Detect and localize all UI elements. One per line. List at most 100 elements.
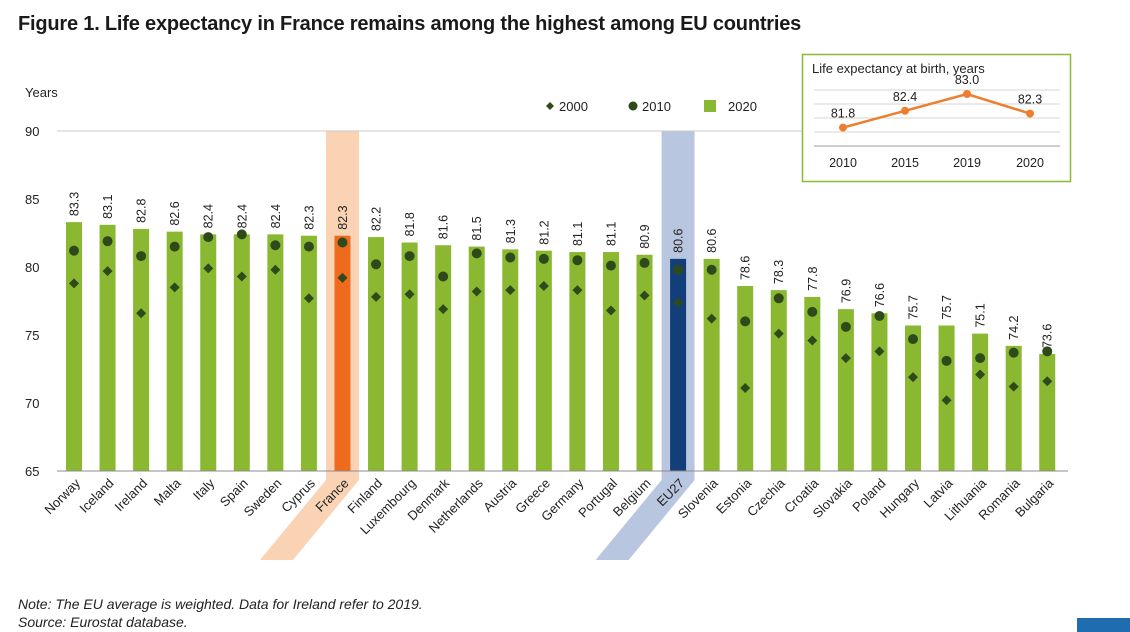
marker-2010-luxembourg (404, 251, 415, 262)
y-tick-label: 90 (25, 124, 39, 139)
y-tick-label: 75 (25, 328, 39, 343)
data-label-2020: 80.6 (705, 228, 719, 252)
marker-2010-croatia (807, 306, 818, 317)
bar-2020-norway (66, 222, 82, 471)
bar-2020-eu27 (670, 258, 687, 471)
highlight-band-eu27 (595, 131, 695, 560)
marker-2000-cyprus (303, 293, 314, 304)
data-label-2020: 82.4 (235, 204, 249, 228)
marker-2000-denmark (438, 304, 449, 315)
marker-2000-hungary (908, 372, 918, 383)
marker-2000-bulgaria (1042, 376, 1053, 387)
category-label: Bulgaria (1012, 475, 1057, 520)
legend-2020-label: 2020 (728, 99, 757, 114)
marker-2010-norway (69, 245, 79, 256)
category-label: Italy (190, 475, 218, 503)
data-label-2020: 82.3 (302, 205, 316, 229)
data-label-2020: 74.2 (1007, 316, 1021, 340)
category-label: Sweden (241, 476, 285, 520)
marker-2000-norway (69, 278, 79, 289)
marker-2010-romania (1008, 347, 1019, 358)
y-tick-label: 70 (25, 396, 39, 411)
inset-point (839, 123, 847, 132)
marker-2010-germany (572, 255, 583, 266)
bar-2020-italy (200, 234, 217, 471)
marker-2000-netherlands (471, 286, 482, 297)
marker-2000-slovakia (840, 353, 851, 364)
marker-2010-denmark (438, 271, 449, 282)
marker-2010-malta (169, 241, 180, 252)
bar-2020-poland (871, 313, 888, 471)
data-label-2020: 82.6 (168, 201, 182, 225)
marker-2000-latvia (941, 395, 952, 406)
marker-2010-spain (236, 229, 247, 240)
inset-point (963, 90, 971, 98)
data-label-2020: 78.3 (772, 260, 786, 284)
marker-2010-greece (538, 253, 549, 264)
marker-2000-greece (538, 281, 549, 292)
data-label-2020: 75.7 (907, 295, 921, 319)
marker-2010-eu27 (673, 264, 684, 275)
source-text: Source: Eurostat database. (18, 614, 188, 630)
inset-value-label: 83.0 (955, 73, 979, 87)
inset-point (901, 106, 909, 115)
data-label-2020: 82.4 (269, 204, 283, 228)
marker-2000-malta (169, 282, 180, 293)
highlight-band-france (259, 131, 359, 560)
marker-2010-hungary (908, 334, 918, 345)
legend-2020-symbol (704, 100, 716, 112)
data-label-2020: 75.1 (974, 303, 988, 327)
bar-2020-finland (368, 237, 385, 471)
data-label-2020: 81.8 (403, 212, 417, 236)
data-label-2020: 82.2 (370, 207, 384, 231)
inset-value-label: 82.3 (1018, 93, 1042, 107)
marker-2010-czechia (773, 293, 784, 304)
marker-2000-portugal (605, 305, 616, 316)
marker-2010-lithuania (975, 353, 986, 364)
inset-x-label: 2019 (953, 156, 981, 170)
brand-corner-block (1077, 618, 1130, 632)
marker-2000-lithuania (975, 369, 986, 380)
data-label-2020: 81.2 (537, 220, 551, 244)
bar-2020-austria (502, 249, 519, 471)
inset-value-label: 81.8 (831, 107, 855, 121)
legend-2000-symbol (546, 102, 554, 110)
marker-2010-portugal (605, 260, 616, 271)
data-label-2020: 80.6 (672, 228, 686, 252)
bar-2020-netherlands (468, 246, 485, 471)
bar-2020-cyprus (300, 235, 317, 471)
marker-2010-austria (505, 252, 516, 263)
marker-2000-germany (572, 285, 583, 296)
marker-2010-finland (371, 259, 382, 270)
y-axis-label: Years (25, 85, 58, 100)
bar-2020-greece (535, 250, 552, 471)
bar-2020-denmark (435, 245, 452, 471)
bar-2020-spain (233, 234, 250, 471)
marker-2010-slovenia (706, 264, 717, 275)
marker-2010-latvia (941, 355, 952, 366)
data-label-2020: 76.9 (839, 279, 853, 303)
marker-2000-italy (203, 263, 214, 274)
bar-2020-bulgaria (1039, 354, 1056, 471)
y-tick-label: 85 (25, 192, 39, 207)
bar-2020-portugal (602, 252, 619, 471)
legend-2010-label: 2010 (642, 99, 671, 114)
category-label: Iceland (76, 476, 116, 516)
marker-2000-luxembourg (404, 289, 415, 300)
inset-line (842, 92, 1031, 129)
marker-2000-eu27 (673, 297, 684, 308)
marker-2010-estonia (740, 316, 751, 327)
bar-2020-romania (1005, 345, 1022, 471)
bar-2020-belgium (636, 254, 653, 471)
marker-2010-poland (874, 310, 885, 321)
y-tick-label: 80 (25, 260, 39, 275)
data-label-2020: 83.3 (68, 192, 82, 216)
bar-2020-estonia (737, 286, 754, 471)
marker-2010-belgium (639, 257, 650, 268)
inset-x-label: 2010 (829, 156, 857, 170)
marker-2000-ireland (136, 308, 147, 319)
marker-2000-slovenia (706, 313, 717, 324)
figure-title: Figure 1. Life expectancy in France rema… (18, 13, 802, 35)
bar-2020-ireland (133, 228, 150, 471)
